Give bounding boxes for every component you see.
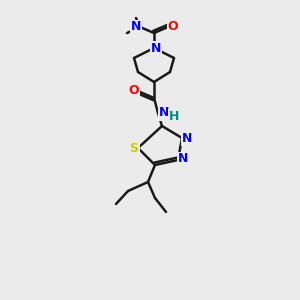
Text: N: N (178, 152, 188, 166)
Text: N: N (131, 20, 141, 34)
Text: O: O (168, 20, 178, 34)
Text: N: N (182, 131, 192, 145)
Text: N: N (159, 106, 169, 119)
Text: S: S (130, 142, 139, 154)
Text: N: N (151, 41, 161, 55)
Text: O: O (129, 85, 139, 98)
Text: H: H (169, 110, 179, 122)
